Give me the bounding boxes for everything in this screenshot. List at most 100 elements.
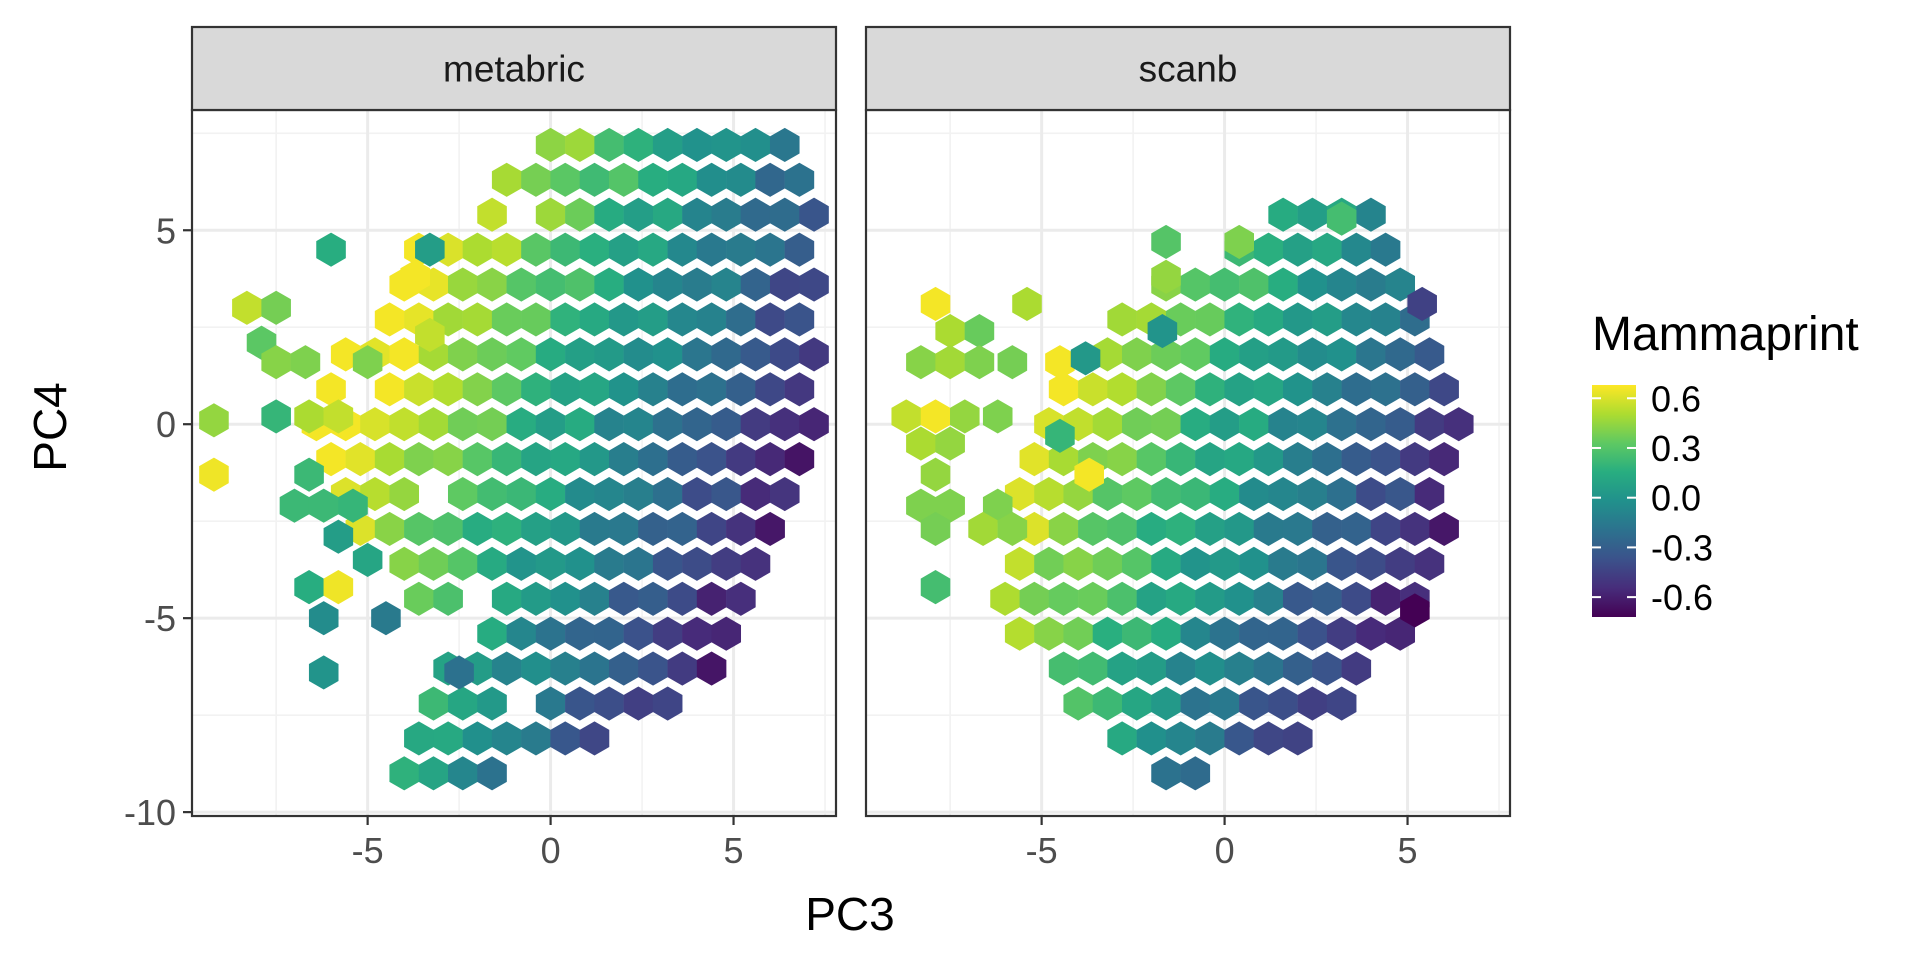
hex-bin (726, 232, 756, 267)
hex-bin (199, 403, 229, 438)
hex-bin (535, 686, 566, 721)
hex-bin (433, 372, 463, 407)
hex-bin (433, 511, 463, 547)
hex-bin (1121, 546, 1152, 581)
hex-bin (521, 581, 551, 616)
hex-bin (521, 721, 551, 756)
hex-bin (371, 601, 401, 636)
hex-bin (1165, 581, 1196, 616)
hex-bin (1414, 476, 1445, 512)
hex-bin (1180, 546, 1211, 581)
hex-bin (711, 127, 742, 162)
hex-bin (726, 372, 756, 407)
hex-bin (1268, 407, 1298, 442)
hex-bin (711, 476, 742, 512)
hex-bin (261, 290, 291, 325)
hex-bin (920, 399, 951, 434)
hex-bin (711, 407, 742, 442)
hex-bin (1224, 302, 1255, 337)
hex-bin (404, 581, 434, 616)
hex-bin (667, 511, 698, 547)
hex-bin (232, 290, 262, 325)
hex-bin (323, 399, 354, 434)
hex-bin (1180, 756, 1211, 791)
hex-bin (1297, 616, 1328, 651)
hex-bin (1268, 337, 1298, 372)
hex-bin (652, 337, 683, 372)
hex-bin (199, 457, 229, 492)
y-tick-label: 5 (156, 210, 176, 251)
hex-bin (623, 127, 654, 162)
hex-bin (594, 546, 624, 581)
hex-bin (462, 511, 493, 547)
hex-bin (1414, 407, 1445, 442)
hex-bin (1268, 476, 1298, 512)
hex-bin (550, 232, 581, 267)
hex-bin (579, 721, 610, 756)
hex-bin (389, 546, 420, 581)
hex-bin (444, 655, 474, 690)
hex-bin (1253, 511, 1284, 547)
hex-bin (740, 476, 771, 512)
hex-bin (682, 197, 712, 232)
hex-bin (579, 651, 610, 686)
hex-bin (550, 581, 581, 616)
hex-bin (352, 345, 383, 380)
facet-strip-label: scanb (1139, 49, 1238, 90)
hex-bin (982, 488, 1013, 523)
hex-bin (1107, 442, 1137, 477)
hex-bin (1239, 267, 1269, 302)
hex-bin (1151, 546, 1181, 581)
hex-bin (1078, 511, 1108, 547)
hex-bin (608, 442, 639, 477)
hex-bin (623, 197, 654, 232)
hex-bin (521, 442, 551, 477)
hex-bin (784, 442, 815, 477)
hex-bin (1282, 511, 1313, 547)
hex-bin (652, 267, 683, 302)
hex-bin (1151, 259, 1181, 294)
hex-bin (1268, 546, 1298, 581)
hex-bin (521, 511, 551, 547)
hex-bin (1078, 581, 1108, 616)
hex-bin (579, 372, 610, 407)
hex-bin (1121, 686, 1152, 721)
hex-bin (1414, 546, 1445, 581)
hex-bin (1092, 616, 1123, 651)
hex-bin (652, 546, 683, 581)
hex-bins (891, 197, 1474, 791)
hex-bin (550, 651, 581, 686)
hex-bin (491, 302, 522, 337)
hex-bin (711, 337, 742, 372)
hex-bin (1385, 267, 1416, 302)
x-tick-label: 5 (1398, 830, 1418, 871)
hex-bin (1004, 546, 1035, 581)
hex-bin (652, 476, 683, 512)
y-tick-label: 0 (156, 404, 176, 445)
hex-bin (389, 407, 420, 442)
hex-bin (608, 372, 639, 407)
hex-bin (447, 546, 478, 581)
hex-bin (1107, 372, 1137, 407)
hex-bin (1253, 581, 1284, 616)
hex-bin (623, 407, 654, 442)
hex-bin (638, 162, 668, 197)
hex-bin (1121, 407, 1152, 442)
panel-scanb: scanb (864, 25, 1512, 818)
hex-bin (550, 302, 581, 337)
hex-bin (1136, 581, 1167, 616)
hex-bin (550, 162, 581, 197)
hex-bin (1195, 721, 1225, 756)
hex-bin (1297, 407, 1328, 442)
hex-bin (404, 511, 434, 547)
hex-bin (345, 442, 376, 477)
hex-bin (1407, 286, 1437, 322)
hex-bin (1209, 616, 1240, 651)
hex-bin (477, 407, 507, 442)
hex-bin (1253, 372, 1284, 407)
hex-bin (638, 302, 668, 337)
hex-bin (418, 546, 449, 581)
hex-bin (521, 162, 551, 197)
hex-bin (1370, 232, 1401, 267)
hex-bin (1312, 581, 1342, 616)
